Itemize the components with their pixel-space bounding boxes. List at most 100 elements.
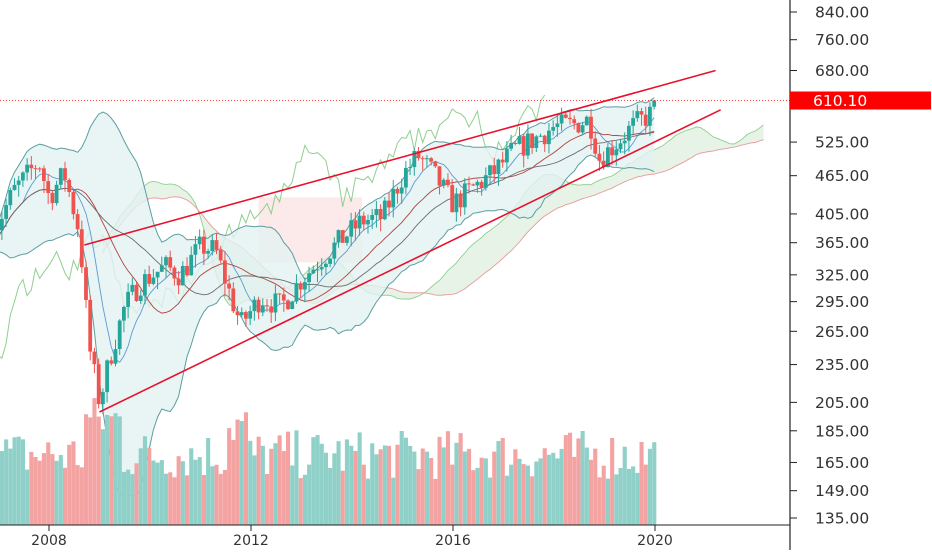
volume-bar bbox=[370, 443, 375, 525]
volume-bar bbox=[265, 474, 270, 525]
volume-bar bbox=[290, 465, 295, 525]
volume-bar bbox=[538, 458, 543, 525]
candle-body bbox=[378, 209, 383, 220]
volume-bar bbox=[344, 439, 349, 525]
volume-bar bbox=[614, 474, 619, 525]
price-axis-label: 365.00 bbox=[815, 234, 869, 252]
candle-body bbox=[500, 159, 505, 163]
candle-body bbox=[437, 166, 442, 186]
price-axis-label: 325.00 bbox=[815, 266, 869, 284]
volume-bar bbox=[286, 431, 291, 525]
volume-bar bbox=[534, 461, 539, 525]
volume-bar bbox=[605, 478, 610, 525]
candle-body bbox=[412, 150, 417, 168]
volume-bar bbox=[584, 447, 589, 525]
candle-body bbox=[568, 117, 572, 120]
candle-body bbox=[606, 147, 610, 168]
candle-body bbox=[513, 143, 518, 144]
candle-body bbox=[214, 240, 219, 250]
volume-bar bbox=[593, 448, 598, 525]
candle-body bbox=[168, 257, 173, 268]
volume-bar bbox=[189, 448, 194, 525]
volume-bar bbox=[193, 459, 198, 525]
candle-body bbox=[517, 136, 522, 144]
volume-bar bbox=[298, 478, 303, 525]
volume-bar bbox=[340, 470, 345, 525]
candle-body bbox=[29, 164, 34, 169]
volume-bar bbox=[429, 458, 434, 525]
candle-body bbox=[286, 300, 290, 310]
moving-average-slow bbox=[0, 130, 655, 296]
price-axis-label: 149.00 bbox=[815, 482, 869, 500]
volume-bar bbox=[652, 442, 657, 525]
volume-bar bbox=[576, 438, 581, 525]
volume-bar bbox=[8, 448, 13, 525]
candle-body bbox=[631, 118, 635, 126]
upper-trendline bbox=[84, 69, 716, 246]
volume-bar bbox=[445, 431, 450, 525]
candlestick-layer bbox=[0, 100, 657, 415]
candle-body bbox=[462, 183, 467, 208]
price-axis-label: 760.00 bbox=[815, 31, 869, 49]
volume-bar bbox=[248, 440, 253, 525]
price-axis-label: 295.00 bbox=[815, 293, 869, 311]
candle-body bbox=[46, 181, 51, 193]
volume-bar bbox=[63, 467, 68, 525]
candle-body bbox=[189, 254, 194, 276]
volume-bar bbox=[269, 448, 274, 525]
volume-bar bbox=[168, 472, 173, 525]
candle-body bbox=[471, 184, 476, 186]
volume-bar bbox=[126, 469, 131, 525]
candle-body bbox=[395, 188, 400, 194]
candle-body bbox=[446, 179, 450, 186]
candle-body bbox=[294, 283, 299, 302]
price-axis-label: 205.00 bbox=[815, 394, 869, 412]
candle-body bbox=[635, 111, 640, 119]
volume-bar bbox=[130, 474, 135, 525]
candle-body bbox=[130, 284, 135, 292]
candle-body bbox=[467, 183, 471, 185]
candle-body bbox=[269, 306, 274, 313]
candle-body bbox=[370, 215, 375, 220]
candle-body bbox=[210, 240, 215, 251]
candle-body bbox=[33, 168, 38, 170]
volume-bar bbox=[530, 476, 535, 525]
volume-bar bbox=[639, 442, 644, 525]
candle-body bbox=[614, 149, 619, 156]
candle-body bbox=[399, 187, 404, 194]
volume-bar bbox=[412, 451, 417, 525]
volume-bar bbox=[349, 445, 354, 525]
candle-body bbox=[353, 220, 358, 229]
candle-body bbox=[50, 192, 55, 204]
candle-body bbox=[143, 274, 147, 296]
candle-body bbox=[408, 167, 412, 169]
bollinger-upper-line bbox=[0, 97, 655, 280]
volume-bar bbox=[12, 437, 17, 525]
candle-body bbox=[235, 311, 240, 316]
candle-body bbox=[172, 267, 177, 279]
candle-body bbox=[340, 230, 345, 243]
volume-bar bbox=[374, 454, 379, 525]
candle-body bbox=[450, 185, 455, 213]
volume-bar bbox=[504, 475, 509, 525]
volume-bar bbox=[239, 421, 244, 525]
volume-bar bbox=[243, 412, 248, 525]
volume-bar bbox=[46, 442, 51, 525]
volume-bar bbox=[483, 458, 488, 525]
time-axis-label: 2016 bbox=[435, 533, 471, 549]
volume-bar bbox=[551, 452, 556, 525]
candle-body bbox=[627, 125, 631, 141]
volume-bar bbox=[71, 441, 76, 525]
volume-bar bbox=[256, 436, 261, 525]
volume-bar bbox=[105, 415, 110, 525]
volume-bar bbox=[387, 445, 392, 525]
candle-body bbox=[454, 193, 459, 213]
candle-body bbox=[555, 123, 560, 127]
volume-bar bbox=[525, 465, 530, 525]
volume-bar bbox=[151, 460, 156, 525]
candle-body bbox=[391, 188, 396, 208]
candle-body bbox=[648, 106, 652, 126]
candle-body bbox=[425, 158, 429, 160]
